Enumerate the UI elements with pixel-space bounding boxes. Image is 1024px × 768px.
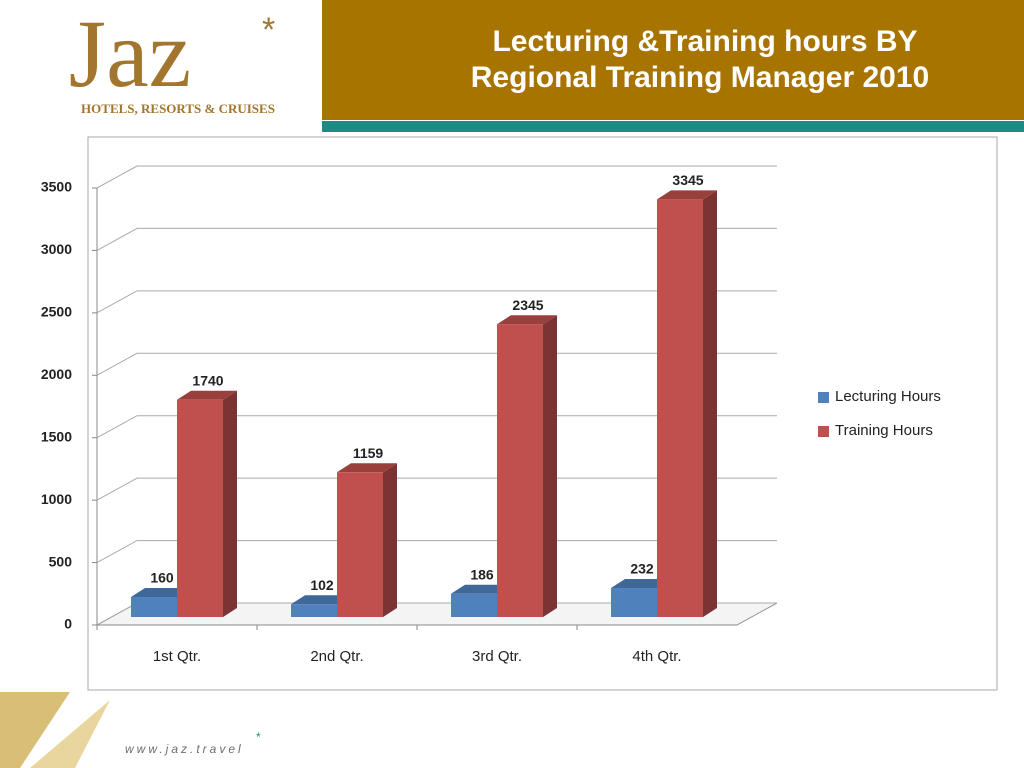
bar [131, 597, 177, 617]
x-tick-label: 4th Qtr. [632, 648, 681, 665]
bar-top [657, 190, 717, 200]
footer-url: www.jaz.travel [125, 742, 244, 756]
bar-top [497, 315, 557, 325]
footer-decoration [30, 700, 110, 768]
y-tick-label: 3500 [41, 179, 72, 195]
header-strip [322, 121, 1024, 132]
bar [497, 324, 543, 617]
y-tick-label: 2000 [41, 366, 72, 382]
data-label: 232 [630, 561, 654, 577]
bar [337, 472, 383, 617]
x-tick-label: 1st Qtr. [153, 648, 201, 665]
bar [611, 588, 657, 617]
bar [657, 199, 703, 618]
y-tick-label: 1000 [41, 491, 72, 507]
x-tick-label: 3rd Qtr. [472, 648, 522, 665]
bar-side [383, 463, 397, 617]
grid-line [96, 165, 777, 189]
legend-swatch [818, 426, 829, 437]
grid-line [96, 477, 777, 501]
data-label: 186 [470, 566, 494, 582]
bar-top [291, 595, 351, 605]
bar [177, 399, 223, 617]
y-tick-label: 0 [64, 616, 72, 632]
data-label: 102 [310, 577, 334, 593]
y-tick-label: 1500 [41, 428, 72, 444]
bar-top [131, 588, 191, 598]
bar-top [177, 390, 237, 400]
data-label: 160 [150, 570, 174, 586]
y-tick-label: 2500 [41, 304, 72, 320]
data-label: 1740 [192, 372, 223, 388]
bar-top [611, 579, 671, 589]
bar-top [337, 463, 397, 473]
grid-line [96, 540, 777, 564]
bar [451, 593, 497, 617]
logo-name: Jaz [69, 0, 192, 107]
legend-label: Lecturing Hours [835, 388, 941, 405]
bar-side [223, 390, 237, 617]
data-label: 3345 [672, 172, 703, 188]
legend-swatch [818, 392, 829, 403]
bar-side [543, 315, 557, 617]
bar-top [451, 584, 511, 594]
y-tick-label: 3000 [41, 241, 72, 257]
data-label: 1159 [353, 445, 384, 461]
x-tick-label: 2nd Qtr. [310, 648, 363, 665]
footer-asterisk: * [256, 730, 261, 744]
footer-decoration [0, 692, 70, 768]
legend-label: Training Hours [835, 422, 933, 439]
logo-asterisk: * [262, 11, 275, 49]
bar-side [703, 190, 717, 618]
y-tick-label: 500 [49, 553, 73, 569]
grid-line [96, 415, 777, 439]
logo-tagline: HOTELS, RESORTS & CRUISES [81, 101, 275, 116]
chart-title: Lecturing &Training hours BY Regional Tra… [471, 25, 929, 94]
data-label: 2345 [512, 297, 543, 313]
grid-line [96, 227, 777, 251]
grid-line [96, 290, 777, 314]
bar [291, 604, 337, 617]
header-band [322, 0, 1024, 120]
grid-line [96, 352, 777, 376]
